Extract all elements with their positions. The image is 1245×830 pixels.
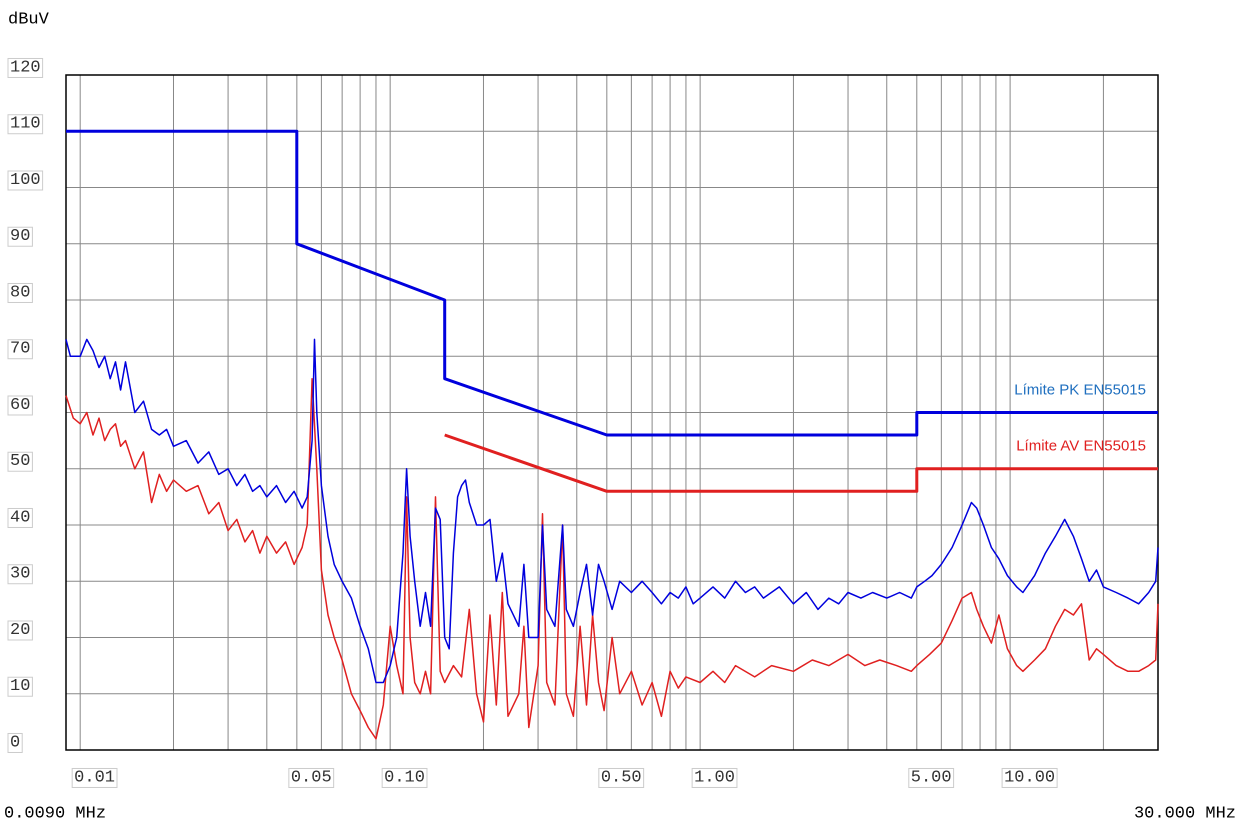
label-box (7, 226, 33, 247)
limit-line (444, 433, 1158, 493)
x-tick-label: 0.10 (384, 768, 425, 787)
x-tick-label: 1.00 (694, 768, 735, 787)
y-tick-label: 70 (10, 340, 30, 359)
y-axis-label: dBuV (8, 10, 50, 29)
limit-line (66, 129, 1158, 437)
label-box (598, 767, 645, 788)
trace-line (65, 338, 1159, 684)
label-box (7, 282, 33, 303)
y-tick-label: 90 (10, 227, 30, 246)
label-box (7, 451, 33, 472)
y-tick-label: 0 (10, 733, 20, 752)
x-tick-label: 0.05 (291, 768, 332, 787)
y-tick-label: 30 (10, 565, 30, 584)
y-tick-label: 50 (10, 452, 30, 471)
label-box (71, 767, 118, 788)
label-box (7, 507, 33, 528)
label-box (7, 732, 23, 753)
y-tick-label: 100 (10, 171, 41, 190)
y-tick-label: 10 (10, 677, 30, 696)
y-tick-label: 40 (10, 508, 30, 527)
y-tick-label: 120 (10, 58, 41, 77)
label-box (288, 767, 335, 788)
label-box (7, 114, 44, 135)
x-tick-label: 0.50 (601, 768, 642, 787)
x-tick-label: 5.00 (911, 768, 952, 787)
y-tick-label: 80 (10, 283, 30, 302)
label-box (7, 339, 33, 360)
limit-label: Límite PK EN55015 (1014, 381, 1146, 398)
x-start-label: 0.0090 MHz (4, 804, 106, 823)
label-box (7, 170, 44, 191)
label-box (908, 767, 955, 788)
label-box (7, 395, 33, 416)
y-tick-label: 60 (10, 396, 30, 415)
label-box (7, 564, 33, 585)
label-box (7, 620, 33, 641)
y-tick-label: 110 (10, 115, 41, 134)
label-box (7, 57, 44, 78)
trace-line (65, 377, 1159, 740)
label-box (691, 767, 738, 788)
x-tick-label: 0.01 (74, 768, 115, 787)
limit-label: Límite AV EN55015 (1016, 438, 1146, 455)
y-tick-label: 20 (10, 621, 30, 640)
label-box (7, 676, 33, 697)
label-box (1001, 767, 1058, 788)
label-box (381, 767, 428, 788)
x-end-label: 30.000 MHz (1134, 804, 1236, 823)
x-tick-label: 10.00 (1004, 768, 1055, 787)
